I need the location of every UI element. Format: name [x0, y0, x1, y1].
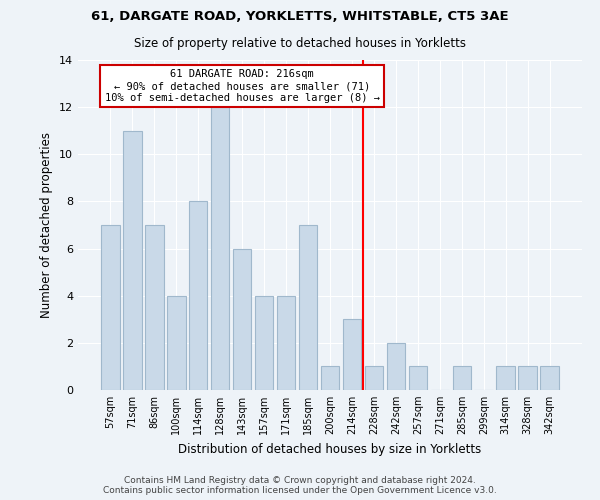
Bar	[518, 366, 537, 390]
Text: 61, DARGATE ROAD, YORKLETTS, WHITSTABLE, CT5 3AE: 61, DARGATE ROAD, YORKLETTS, WHITSTABLE,…	[91, 10, 509, 23]
Bar	[167, 296, 185, 390]
Bar	[320, 366, 340, 390]
X-axis label: Distribution of detached houses by size in Yorkletts: Distribution of detached houses by size …	[178, 442, 482, 456]
Bar	[365, 366, 383, 390]
Text: Size of property relative to detached houses in Yorkletts: Size of property relative to detached ho…	[134, 38, 466, 51]
Bar	[386, 343, 405, 390]
Text: Contains HM Land Registry data © Crown copyright and database right 2024.
Contai: Contains HM Land Registry data © Crown c…	[103, 476, 497, 495]
Bar	[343, 320, 361, 390]
Bar	[211, 107, 229, 390]
Bar	[277, 296, 295, 390]
Y-axis label: Number of detached properties: Number of detached properties	[40, 132, 53, 318]
Bar	[101, 225, 119, 390]
Bar	[255, 296, 274, 390]
Bar	[299, 225, 317, 390]
Bar	[233, 248, 251, 390]
Bar	[409, 366, 427, 390]
Bar	[541, 366, 559, 390]
Bar	[123, 130, 142, 390]
Bar	[189, 202, 208, 390]
Bar	[145, 225, 164, 390]
Bar	[496, 366, 515, 390]
Bar	[452, 366, 471, 390]
Text: 61 DARGATE ROAD: 216sqm
← 90% of detached houses are smaller (71)
10% of semi-de: 61 DARGATE ROAD: 216sqm ← 90% of detache…	[104, 70, 380, 102]
